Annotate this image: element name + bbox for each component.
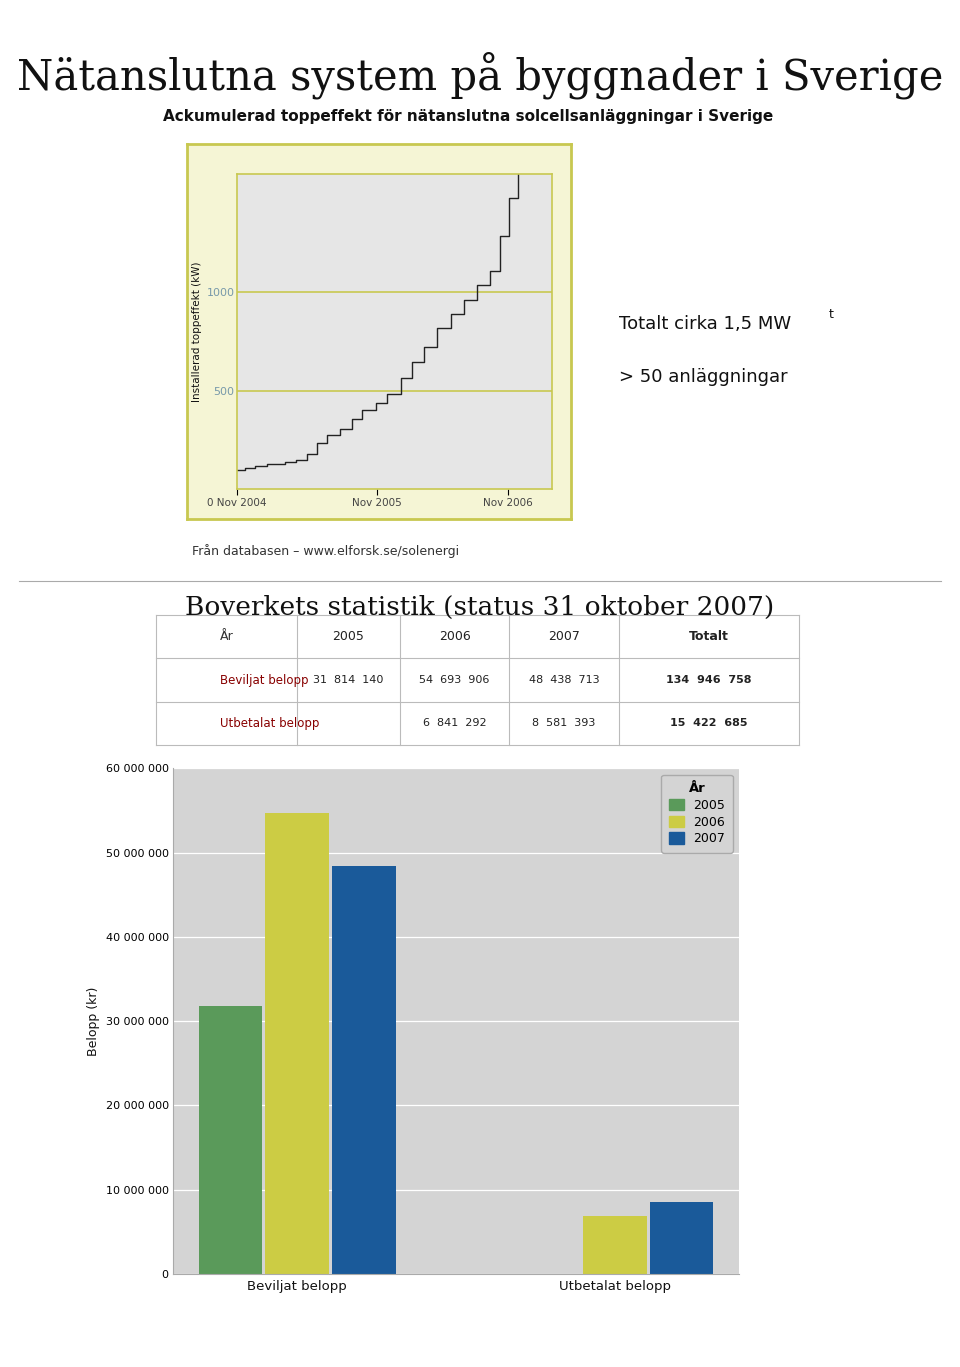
Text: 8  581  393: 8 581 393: [532, 719, 595, 729]
Text: Boverkets statistik (status 31 oktober 2007): Boverkets statistik (status 31 oktober 2…: [185, 595, 775, 619]
Text: 134  946  758: 134 946 758: [666, 675, 752, 685]
Text: Från databasen – www.elforsk.se/solenergi: Från databasen – www.elforsk.se/solenerg…: [192, 544, 459, 558]
Legend: 2005, 2006, 2007: 2005, 2006, 2007: [661, 775, 732, 853]
Text: 48  438  713: 48 438 713: [529, 675, 599, 685]
Text: Beviljat belopp: Beviljat belopp: [220, 674, 308, 686]
Text: Nätanslutna system på byggnader i Sverige: Nätanslutna system på byggnader i Sverig…: [17, 52, 943, 100]
Text: Totalt: Totalt: [688, 630, 729, 644]
Bar: [583, 1217, 647, 1274]
Bar: [650, 1202, 713, 1274]
Text: 2006: 2006: [439, 630, 470, 644]
Text: 2007: 2007: [548, 630, 580, 644]
Bar: [332, 865, 396, 1274]
Text: Totalt cirka 1,5 MW: Totalt cirka 1,5 MW: [619, 314, 791, 334]
Text: 15  422  685: 15 422 685: [670, 719, 748, 729]
Y-axis label: Belopp (kr): Belopp (kr): [87, 987, 100, 1055]
Y-axis label: Installerad toppeffekt (kW): Installerad toppeffekt (kW): [192, 261, 203, 402]
Bar: [265, 813, 329, 1274]
Text: Utbetalat belopp: Utbetalat belopp: [220, 716, 320, 730]
Text: 31  814  140: 31 814 140: [313, 675, 384, 685]
Text: Ackumulerad toppeffekt för nätanslutna solcellsanläggningar i Sverige: Ackumulerad toppeffekt för nätanslutna s…: [163, 109, 774, 124]
Text: 2005: 2005: [332, 630, 365, 644]
Bar: [199, 1006, 262, 1274]
Text: > 50 anläggningar: > 50 anläggningar: [619, 368, 788, 385]
Text: 6  841  292: 6 841 292: [422, 719, 487, 729]
Text: 54  693  906: 54 693 906: [420, 675, 490, 685]
Text: År: År: [220, 630, 233, 644]
Text: t: t: [828, 308, 833, 321]
